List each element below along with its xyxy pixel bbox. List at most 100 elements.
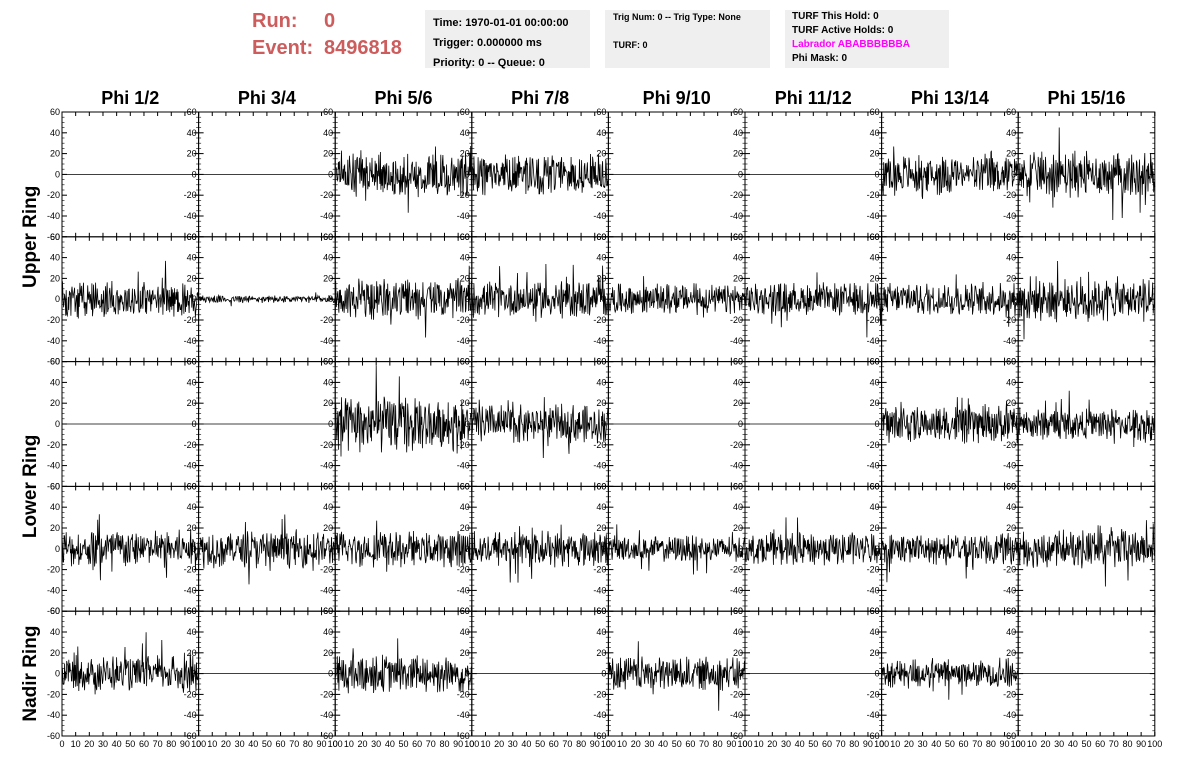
- y-tick-label: 0: [192, 544, 197, 554]
- run-event-box: Run: 0 Event: 8496818: [252, 8, 402, 62]
- y-tick-label: -40: [457, 585, 470, 595]
- waveform-trace: [471, 153, 609, 196]
- y-tick-label: -60: [47, 232, 60, 242]
- x-tick-label: 60: [276, 739, 286, 749]
- x-tick-label: 70: [289, 739, 299, 749]
- column-header: Phi 15/16: [1047, 88, 1125, 108]
- x-tick-label: 40: [385, 739, 395, 749]
- y-tick-label: 40: [1006, 377, 1016, 387]
- x-tick-label: 10: [1027, 739, 1037, 749]
- x-tick-label: 20: [1041, 739, 1051, 749]
- y-tick-label: 0: [465, 669, 470, 679]
- y-tick-label: 0: [192, 669, 197, 679]
- x-tick-label: 90: [317, 739, 327, 749]
- turf-active-holds-text: TURF Active Holds: 0: [792, 25, 894, 36]
- y-tick-label: -40: [47, 336, 60, 346]
- waveform-trace: [198, 292, 336, 307]
- y-tick-label: 20: [460, 149, 470, 159]
- y-tick-label: 60: [460, 232, 470, 242]
- y-tick-label: 20: [596, 398, 606, 408]
- y-tick-label: 0: [738, 169, 743, 179]
- y-tick-label: 60: [50, 357, 60, 367]
- y-tick-label: -40: [593, 461, 606, 471]
- y-tick-label: 20: [50, 273, 60, 283]
- y-tick-label: 40: [870, 502, 880, 512]
- x-tick-label: 20: [904, 739, 914, 749]
- y-tick-label: -20: [730, 689, 743, 699]
- y-tick-label: -20: [1003, 565, 1016, 575]
- y-tick-label: 0: [328, 669, 333, 679]
- x-tick-label: 70: [153, 739, 163, 749]
- y-tick-label: -60: [593, 731, 606, 741]
- x-tick-label: 80: [576, 739, 586, 749]
- y-tick-label: 20: [187, 523, 197, 533]
- y-tick-label: 20: [50, 398, 60, 408]
- y-tick-label: -40: [1003, 461, 1016, 471]
- x-tick-label: 50: [808, 739, 818, 749]
- column-header: Phi 11/12: [775, 88, 852, 108]
- y-tick-label: -20: [1003, 315, 1016, 325]
- x-tick-label: 0: [333, 739, 338, 749]
- phi-mask-text: Phi Mask: 0: [792, 53, 848, 64]
- y-tick-label: -60: [184, 731, 197, 741]
- y-tick-label: -20: [320, 440, 333, 450]
- y-tick-label: 60: [596, 606, 606, 616]
- x-tick-label: 80: [986, 739, 996, 749]
- y-tick-label: 0: [328, 169, 333, 179]
- waveform-trace: [608, 524, 746, 575]
- y-tick-label: -20: [730, 565, 743, 575]
- y-tick-label: 60: [870, 357, 880, 367]
- y-tick-label: -60: [457, 731, 470, 741]
- waveform-trace: [334, 145, 473, 213]
- y-tick-label: 60: [870, 606, 880, 616]
- waveform-trace: [744, 272, 882, 338]
- y-tick-label: 40: [187, 377, 197, 387]
- y-tick-label: 60: [596, 232, 606, 242]
- y-tick-label: 40: [1006, 627, 1016, 637]
- y-tick-label: 0: [192, 419, 197, 429]
- y-tick-label: 60: [187, 232, 197, 242]
- y-tick-label: 60: [733, 232, 743, 242]
- y-tick-label: 0: [328, 419, 333, 429]
- x-tick-label: 50: [262, 739, 272, 749]
- y-tick-label: 0: [55, 669, 60, 679]
- y-tick-label: -40: [867, 585, 880, 595]
- trig-num-text: Trig Num: 0 -- Trig Type: None: [613, 12, 741, 22]
- y-tick-label: 0: [738, 669, 743, 679]
- waveform-trace: [334, 638, 473, 694]
- y-tick-label: 40: [596, 253, 606, 263]
- x-tick-label: 0: [196, 739, 201, 749]
- y-tick-label: 60: [460, 481, 470, 491]
- x-tick-label: 20: [494, 739, 504, 749]
- x-tick-label: 90: [726, 739, 736, 749]
- y-tick-label: 20: [1006, 149, 1016, 159]
- y-tick-label: 40: [187, 128, 197, 138]
- x-tick-label: 70: [836, 739, 846, 749]
- y-tick-label: 40: [187, 627, 197, 637]
- run-value: 0: [324, 10, 336, 32]
- x-tick-label: 10: [207, 739, 217, 749]
- y-tick-label: 60: [323, 481, 333, 491]
- y-tick-label: 60: [1006, 107, 1016, 117]
- x-tick-label: 0: [1016, 739, 1021, 749]
- y-tick-label: 40: [596, 502, 606, 512]
- y-tick-label: 20: [733, 648, 743, 658]
- y-tick-label: -20: [593, 315, 606, 325]
- y-tick-label: 0: [601, 419, 606, 429]
- y-tick-label: 20: [1006, 648, 1016, 658]
- y-tick-label: 0: [875, 544, 880, 554]
- y-tick-label: 20: [733, 398, 743, 408]
- y-tick-label: -40: [184, 461, 197, 471]
- x-tick-label: 70: [426, 739, 436, 749]
- y-tick-label: 60: [870, 107, 880, 117]
- y-tick-label: -20: [457, 315, 470, 325]
